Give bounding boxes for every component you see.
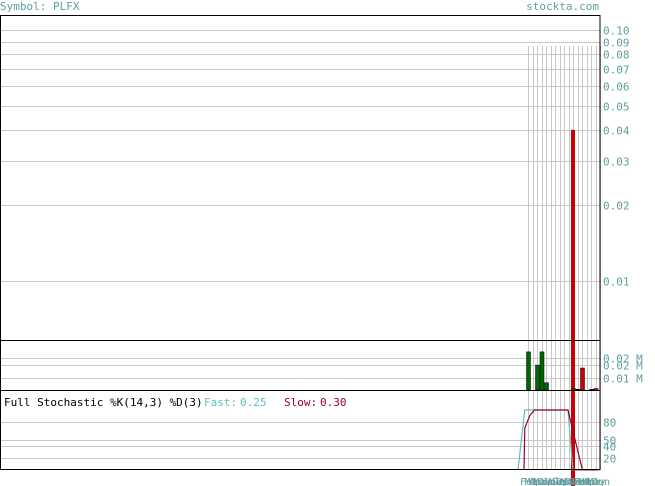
x-tick-label: Apr xyxy=(529,477,547,486)
symbol-label: Symbol: PLFX xyxy=(0,0,80,13)
price-tick-label: 0.02 xyxy=(603,200,630,213)
x-tick-label: Nov xyxy=(561,477,579,486)
volume-bar xyxy=(589,389,594,391)
x-tick-label: Jun xyxy=(592,477,610,486)
price-bars xyxy=(571,129,575,486)
price-tick-label: 0.07 xyxy=(603,64,630,77)
volume-bar xyxy=(535,364,540,391)
x-tick-label: Sep xyxy=(552,477,570,486)
price-tick-label: 0.10 xyxy=(603,25,630,38)
volume-tick-label: 0.01 M xyxy=(603,373,643,386)
price-tick-label: 0.08 xyxy=(603,49,630,62)
volume-bar xyxy=(571,388,576,391)
stochastic-tick-label: 20 xyxy=(603,453,616,466)
x-tick-label: Mar xyxy=(579,477,597,486)
stochastic-tick-label: 50 xyxy=(603,435,616,448)
price-tick-label: 0.06 xyxy=(603,81,630,94)
x-tick-label: Feb xyxy=(574,477,592,486)
volume-bar xyxy=(526,351,531,391)
x-tick-label: May xyxy=(588,477,606,486)
fast-value: 0.25 xyxy=(240,396,267,409)
x-tick-label: Aug xyxy=(547,477,565,486)
grid-lines xyxy=(1,30,601,470)
x-tick-label: May xyxy=(534,477,552,486)
price-tick-label: 0.05 xyxy=(603,101,630,114)
price-tick-label: 0.09 xyxy=(603,37,630,50)
volume-bar xyxy=(575,389,581,391)
volume-bar xyxy=(539,351,545,391)
volume-bar xyxy=(593,388,599,391)
site-label: stockta.com xyxy=(526,0,599,13)
x-tick-label: Feb xyxy=(520,477,538,486)
fast-label: Fast: xyxy=(204,396,237,409)
x-tick-label: Dec xyxy=(565,477,583,486)
fast-line xyxy=(517,409,597,471)
price-tick-label: 0.03 xyxy=(603,156,630,169)
x-tick-label: Jun xyxy=(538,477,556,486)
slow-label: Slow: xyxy=(284,396,317,409)
x-tick-label: Apr xyxy=(583,477,601,486)
volume-bar xyxy=(580,367,585,391)
x-tick-label: Jan xyxy=(570,477,588,486)
volume-bar xyxy=(544,382,549,391)
panel-frames xyxy=(0,15,601,470)
x-tick-label: Mar xyxy=(525,477,543,486)
stochastic-tick-label: 80 xyxy=(603,417,616,430)
chart-frame xyxy=(0,15,601,470)
price-tick-label: 0.01 xyxy=(603,276,630,289)
volume-tick-label: 0.02 M xyxy=(603,353,643,366)
slow-value: 0.30 xyxy=(320,396,347,409)
x-tick-label: Oct xyxy=(556,477,574,486)
price-bar xyxy=(571,129,575,486)
axis-labels: 0.100.090.08 0.07 0.06 0.05 0.04 0.03 0.02 0.01… xyxy=(520,25,643,486)
x-tick-label: Jul xyxy=(543,477,561,486)
stochastic-tick-label: 40 xyxy=(603,441,616,454)
stochastic-title: Full Stochastic %K(14,3) %D(3) xyxy=(4,396,203,409)
volume-tick-label: 0.02 M xyxy=(603,360,643,373)
price-tick-label: 0.04 xyxy=(603,125,630,138)
